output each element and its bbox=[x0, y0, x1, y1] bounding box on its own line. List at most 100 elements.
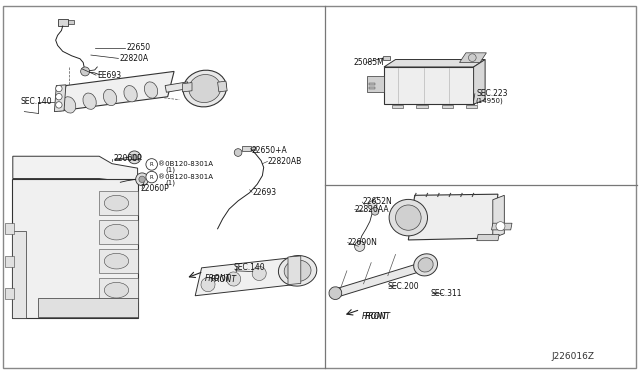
Polygon shape bbox=[5, 256, 14, 267]
Text: 22650: 22650 bbox=[127, 43, 151, 52]
Text: 22690N: 22690N bbox=[348, 238, 378, 247]
Polygon shape bbox=[384, 67, 474, 104]
Text: EE693: EE693 bbox=[97, 71, 122, 80]
Circle shape bbox=[371, 208, 379, 215]
Text: SEC.311: SEC.311 bbox=[431, 289, 462, 298]
Text: SEC.140: SEC.140 bbox=[20, 97, 52, 106]
Polygon shape bbox=[442, 105, 453, 108]
Ellipse shape bbox=[252, 266, 266, 280]
Text: ®0B120-8301A: ®0B120-8301A bbox=[158, 161, 213, 167]
Text: FRONT: FRONT bbox=[362, 312, 388, 321]
Ellipse shape bbox=[284, 260, 311, 282]
Text: SEC.223: SEC.223 bbox=[476, 89, 508, 98]
Polygon shape bbox=[242, 146, 251, 151]
Ellipse shape bbox=[183, 70, 227, 107]
Polygon shape bbox=[367, 76, 384, 92]
Circle shape bbox=[131, 154, 138, 161]
Ellipse shape bbox=[389, 199, 428, 236]
Circle shape bbox=[355, 241, 365, 251]
Text: FRONT: FRONT bbox=[365, 312, 391, 321]
Polygon shape bbox=[5, 288, 14, 299]
Text: (14950): (14950) bbox=[475, 98, 502, 105]
Circle shape bbox=[81, 67, 90, 76]
Polygon shape bbox=[99, 191, 138, 215]
Ellipse shape bbox=[396, 205, 421, 230]
Text: 22060P: 22060P bbox=[114, 154, 143, 163]
Circle shape bbox=[368, 201, 377, 210]
Polygon shape bbox=[492, 223, 512, 230]
Circle shape bbox=[468, 54, 476, 61]
Circle shape bbox=[56, 85, 62, 92]
Ellipse shape bbox=[329, 287, 342, 299]
Polygon shape bbox=[38, 298, 138, 317]
Circle shape bbox=[139, 176, 145, 183]
Ellipse shape bbox=[201, 278, 215, 292]
Text: SEC.200: SEC.200 bbox=[387, 282, 419, 291]
Circle shape bbox=[234, 149, 242, 156]
Ellipse shape bbox=[278, 256, 317, 286]
Polygon shape bbox=[195, 257, 301, 296]
Text: (1): (1) bbox=[165, 179, 175, 186]
Text: 22820AA: 22820AA bbox=[355, 205, 389, 214]
Text: FRONT: FRONT bbox=[211, 275, 237, 284]
Polygon shape bbox=[332, 262, 430, 296]
Polygon shape bbox=[218, 81, 227, 92]
Circle shape bbox=[56, 102, 62, 108]
Ellipse shape bbox=[418, 258, 433, 272]
Text: R: R bbox=[150, 174, 154, 180]
Polygon shape bbox=[466, 105, 477, 108]
Circle shape bbox=[136, 173, 148, 186]
Polygon shape bbox=[460, 53, 486, 62]
Text: R: R bbox=[150, 162, 154, 167]
Polygon shape bbox=[288, 256, 301, 285]
Text: 22820A: 22820A bbox=[120, 54, 149, 63]
Ellipse shape bbox=[227, 272, 241, 286]
Bar bbox=[369, 83, 375, 85]
Polygon shape bbox=[5, 223, 14, 234]
Polygon shape bbox=[58, 19, 68, 26]
Text: J226016Z: J226016Z bbox=[552, 352, 595, 361]
Polygon shape bbox=[60, 71, 174, 111]
Polygon shape bbox=[182, 83, 192, 92]
Text: 25085M: 25085M bbox=[354, 58, 385, 67]
Polygon shape bbox=[13, 156, 138, 183]
Circle shape bbox=[146, 159, 157, 170]
Ellipse shape bbox=[104, 282, 129, 298]
Ellipse shape bbox=[63, 97, 76, 113]
Polygon shape bbox=[99, 278, 138, 302]
Circle shape bbox=[56, 93, 62, 100]
Ellipse shape bbox=[104, 89, 116, 106]
Polygon shape bbox=[493, 195, 504, 238]
Polygon shape bbox=[384, 60, 485, 67]
Polygon shape bbox=[12, 231, 26, 318]
Polygon shape bbox=[416, 105, 428, 108]
Polygon shape bbox=[408, 194, 498, 240]
Polygon shape bbox=[99, 220, 138, 244]
Ellipse shape bbox=[104, 253, 129, 269]
Polygon shape bbox=[68, 20, 74, 24]
Polygon shape bbox=[383, 56, 390, 60]
Text: ®0B120-8301A: ®0B120-8301A bbox=[158, 174, 213, 180]
Text: SEC.140: SEC.140 bbox=[234, 263, 265, 272]
Text: 22652N: 22652N bbox=[362, 198, 392, 206]
Text: 22693: 22693 bbox=[253, 188, 277, 197]
Circle shape bbox=[146, 171, 157, 183]
Bar bbox=[369, 87, 375, 89]
Polygon shape bbox=[99, 249, 138, 273]
Ellipse shape bbox=[104, 224, 129, 240]
Polygon shape bbox=[392, 105, 403, 108]
Ellipse shape bbox=[189, 74, 221, 103]
Ellipse shape bbox=[145, 82, 157, 98]
Circle shape bbox=[128, 151, 141, 164]
Polygon shape bbox=[54, 85, 66, 112]
Text: FRONT: FRONT bbox=[205, 274, 231, 283]
Ellipse shape bbox=[83, 93, 96, 109]
Polygon shape bbox=[165, 82, 189, 92]
Circle shape bbox=[496, 222, 505, 231]
Ellipse shape bbox=[413, 254, 438, 276]
Text: (1): (1) bbox=[165, 167, 175, 173]
Polygon shape bbox=[251, 147, 256, 150]
Text: 22650+A: 22650+A bbox=[252, 146, 287, 155]
Text: 22820AB: 22820AB bbox=[268, 157, 302, 166]
Ellipse shape bbox=[124, 86, 137, 102]
